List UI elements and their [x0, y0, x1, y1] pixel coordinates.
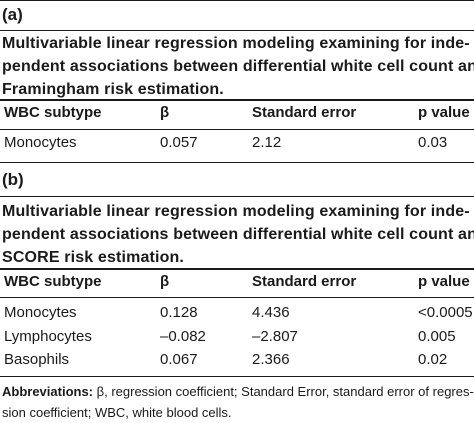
header-beta: β — [160, 104, 170, 121]
footnote: Abbreviations: β, regression coefficient… — [2, 381, 474, 423]
cell-standard-error: 2.366 — [252, 351, 290, 368]
panel-b-header-row: WBC subtype β Standard error p value — [0, 273, 474, 297]
cell-beta: 0.128 — [160, 304, 198, 321]
cell-beta: 0.067 — [160, 351, 198, 368]
panel-b-rule-top — [0, 196, 474, 197]
cell-beta: 0.057 — [160, 134, 198, 151]
panel-b-label: (b) — [2, 170, 24, 189]
panel-b-caption-line: Multivariable linear regression modeling… — [2, 203, 470, 220]
header-p-value: p value — [418, 273, 470, 290]
header-wbc-subtype: WBC subtype — [4, 273, 102, 290]
panel-a-caption-line: Multivariable linear regression modeling… — [2, 35, 470, 52]
cell-standard-error: –2.807 — [252, 328, 298, 345]
cell-subtype: Monocytes — [4, 304, 77, 321]
panel-b-bottom-rule — [0, 376, 474, 377]
cell-p-value: 0.005 — [418, 328, 456, 345]
footnote-line: sion coefficient; WBC, white blood cells… — [2, 405, 232, 420]
panel-a-body-rule — [0, 129, 474, 130]
panel-b-caption-line: pendent associations between differentia… — [2, 226, 474, 243]
footnote-label: Abbreviations: — [2, 384, 94, 399]
header-standard-error: Standard error — [252, 273, 357, 290]
panel-b-caption-line: SCORE risk estimation. — [2, 249, 185, 266]
header-beta: β — [160, 273, 170, 290]
cell-p-value: 0.02 — [418, 351, 448, 368]
panel-a-caption: Multivariable linear regression modeling… — [2, 32, 474, 101]
panel-b-header-rule — [0, 268, 474, 270]
panel-a-header-rule — [0, 99, 474, 101]
cell-subtype: Lymphocytes — [4, 328, 92, 345]
panel-b-body-rule — [0, 297, 474, 298]
panel-a-rule-top — [0, 30, 474, 31]
cell-subtype: Monocytes — [4, 134, 77, 151]
header-standard-error: Standard error — [252, 104, 357, 121]
cell-beta: –0.082 — [160, 328, 206, 345]
cell-p-value: <0.0005 — [418, 304, 473, 321]
cell-subtype: Basophils — [4, 351, 70, 368]
panel-b-caption: Multivariable linear regression modeling… — [2, 200, 474, 269]
panel-a-header-row: WBC subtype β Standard error p value — [0, 104, 474, 128]
panel-a-caption-line: Framingham risk estimation. — [2, 81, 224, 98]
cell-p-value: 0.03 — [418, 134, 448, 151]
cell-standard-error: 4.436 — [252, 304, 290, 321]
panel-a-caption-line: pendent associations between differentia… — [2, 58, 474, 75]
cell-standard-error: 2.12 — [252, 134, 282, 151]
footnote-text: β, regression coefficient; Standard Erro… — [93, 384, 474, 399]
table-row: Lymphocytes –0.082 –2.807 0.005 — [0, 328, 474, 352]
top-rule — [0, 0, 474, 1]
table-row: Monocytes 0.128 4.436 <0.0005 — [0, 304, 474, 328]
table-row: Basophils 0.067 2.366 0.02 — [0, 351, 474, 375]
header-p-value: p value — [418, 104, 470, 121]
panel-a-label: (a) — [2, 5, 23, 24]
header-wbc-subtype: WBC subtype — [4, 104, 102, 121]
footnote-line: Abbreviations: β, regression coefficient… — [2, 381, 474, 402]
table-row: Monocytes 0.057 2.12 0.03 — [0, 134, 474, 158]
panel-a-bottom-rule — [0, 162, 474, 163]
